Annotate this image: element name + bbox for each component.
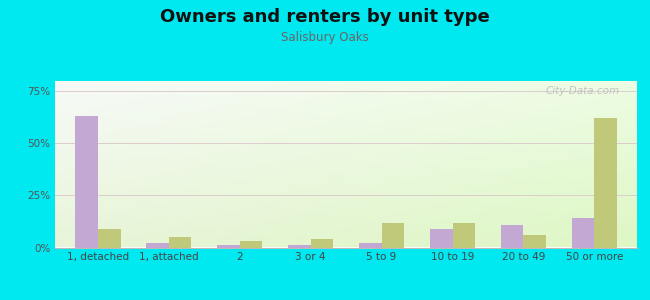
Bar	[572, 218, 595, 248]
Text: Salisbury Oaks: Salisbury Oaks	[281, 32, 369, 44]
Bar	[98, 229, 120, 248]
Bar	[500, 225, 523, 247]
Bar	[146, 243, 169, 247]
Bar	[240, 241, 263, 248]
Bar	[359, 243, 382, 247]
Bar	[523, 235, 546, 247]
Bar	[288, 245, 311, 247]
Bar	[169, 237, 192, 247]
Bar	[217, 245, 240, 247]
Text: City-Data.com: City-Data.com	[545, 86, 619, 96]
Bar	[430, 229, 452, 248]
Bar	[452, 223, 475, 247]
Bar	[311, 239, 333, 248]
Text: Owners and renters by unit type: Owners and renters by unit type	[160, 8, 490, 26]
Bar	[595, 118, 617, 247]
Bar	[75, 116, 98, 248]
Bar	[382, 223, 404, 247]
